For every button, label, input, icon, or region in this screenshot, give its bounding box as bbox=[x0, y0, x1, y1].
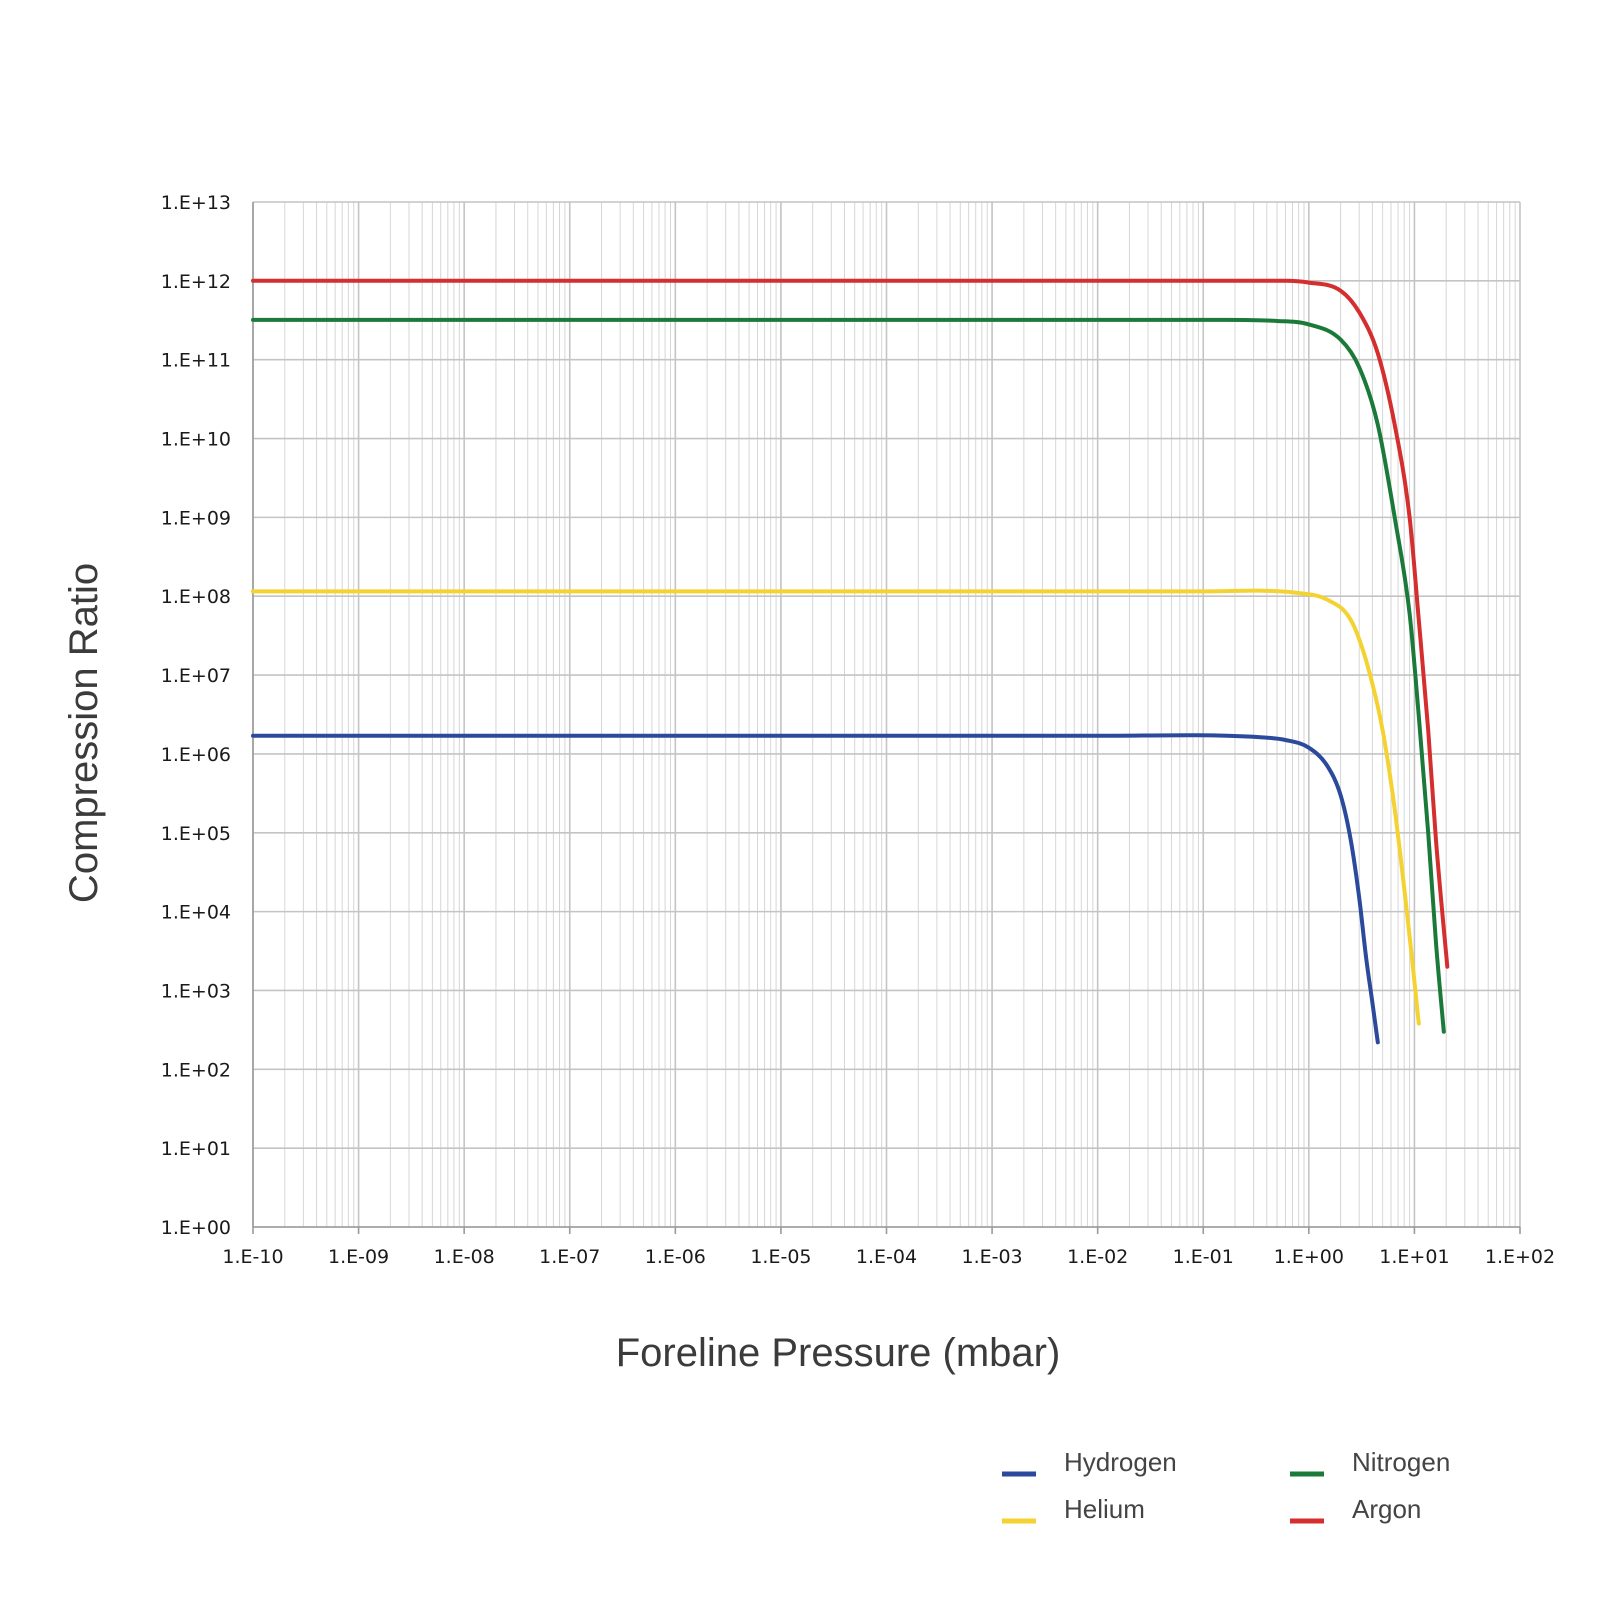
x-tick-label: 1.E-06 bbox=[645, 1246, 706, 1268]
y-axis-title: Compression Ratio bbox=[62, 563, 106, 903]
y-tick-label: 1.E+08 bbox=[161, 586, 231, 608]
y-tick-label: 1.E+10 bbox=[161, 429, 231, 451]
grid-minor bbox=[284, 202, 1516, 1227]
x-tick-label: 1.E-10 bbox=[222, 1246, 283, 1268]
grid-major bbox=[252, 201, 1521, 1228]
y-tick-label: 1.E+02 bbox=[161, 1059, 231, 1081]
y-tick-labels: 1.E+00 1.E+01 1.E+02 1.E+03 1.E+04 1.E+05 1.E+… bbox=[161, 192, 231, 1239]
x-tick-label: 1.E+02 bbox=[1485, 1246, 1555, 1268]
x-tick-label: 1.E-09 bbox=[328, 1246, 389, 1268]
x-tick-label: 1.E-01 bbox=[1173, 1246, 1234, 1268]
legend-label: Nitrogen bbox=[1352, 1447, 1450, 1477]
x-tick-label: 1.E-04 bbox=[856, 1246, 917, 1268]
y-tick-label: 1.E+12 bbox=[161, 271, 231, 293]
x-tick-labels: 1.E-10 1.E-09 1.E-08 1.E-07 1.E-06 1.E-05 1.E-… bbox=[222, 1246, 1555, 1268]
y-tick-label: 1.E+07 bbox=[161, 665, 231, 687]
y-tick-label: 1.E+09 bbox=[161, 507, 231, 529]
series-lines bbox=[251, 278, 1450, 1045]
y-tick-label: 1.E+06 bbox=[161, 744, 231, 766]
y-tick-label: 1.E+13 bbox=[161, 192, 231, 214]
x-tick-label: 1.E-07 bbox=[539, 1246, 600, 1268]
x-tick-label: 1.E+01 bbox=[1379, 1246, 1449, 1268]
y-tick-label: 1.E+11 bbox=[161, 350, 231, 372]
legend-label: Helium bbox=[1064, 1494, 1145, 1524]
legend-item-hydrogen: Hydrogen bbox=[1002, 1447, 1177, 1477]
series-line-nitrogen bbox=[251, 317, 1446, 1034]
series-line-argon bbox=[251, 278, 1450, 969]
legend-label: Argon bbox=[1352, 1494, 1421, 1524]
legend-label: Hydrogen bbox=[1064, 1447, 1177, 1477]
x-tick-label: 1.E-08 bbox=[434, 1246, 495, 1268]
legend-item-helium: Helium bbox=[1002, 1494, 1145, 1524]
x-tick-label: 1.E-05 bbox=[750, 1246, 811, 1268]
legend: Hydrogen Helium Nitrogen Argon bbox=[1002, 1447, 1450, 1524]
x-tick-label: 1.E+00 bbox=[1274, 1246, 1344, 1268]
x-tick-label: 1.E-03 bbox=[961, 1246, 1022, 1268]
axes bbox=[252, 202, 1521, 1234]
y-tick-label: 1.E+05 bbox=[161, 823, 231, 845]
x-tick-label: 1.E-02 bbox=[1067, 1246, 1128, 1268]
x-axis-title: Foreline Pressure (mbar) bbox=[616, 1331, 1061, 1375]
y-tick-label: 1.E+01 bbox=[161, 1138, 231, 1160]
series-line-hydrogen bbox=[251, 733, 1380, 1045]
legend-item-argon: Argon bbox=[1290, 1494, 1421, 1524]
y-tick-label: 1.E+03 bbox=[161, 980, 231, 1002]
y-tick-label: 1.E+00 bbox=[161, 1217, 231, 1239]
legend-item-nitrogen: Nitrogen bbox=[1290, 1447, 1450, 1477]
series-line-helium bbox=[251, 588, 1421, 1026]
y-tick-label: 1.E+04 bbox=[161, 902, 231, 924]
